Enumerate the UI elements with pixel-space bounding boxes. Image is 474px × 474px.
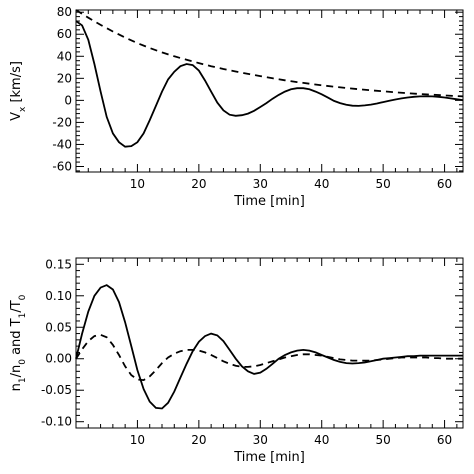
- y-tick-label: 0.15: [45, 257, 72, 271]
- x-tick-label: 30: [253, 177, 268, 191]
- series-line-dashed: [75, 9, 464, 98]
- x-tick-label: 20: [191, 177, 206, 191]
- x-tick-label: 30: [253, 433, 268, 447]
- plot-frame: [75, 9, 464, 173]
- y-tick-label: 60: [57, 27, 72, 41]
- y-axis-label: Vx [km/s]: [9, 61, 28, 121]
- x-tick-label: 10: [130, 433, 145, 447]
- y-tick-label: -0.10: [41, 415, 72, 429]
- x-axis-label: Time [min]: [233, 194, 305, 209]
- series-line-solid: [75, 284, 463, 410]
- y-tick-label: -60: [52, 159, 72, 173]
- y-tick-label: -20: [52, 115, 72, 129]
- y-tick-label: 0.00: [45, 352, 72, 366]
- x-tick-label: 40: [314, 177, 329, 191]
- chart-panel-2: 10 20 30 40 50 60 -0.10 -0.05 0.00 0.05 0.10 0.15 Ti…: [9, 257, 464, 465]
- y-axis-label: n1/n0 and T1/T0: [9, 294, 28, 391]
- y-tick-label: -0.05: [41, 383, 72, 397]
- y-tick-label: 20: [57, 71, 72, 85]
- series-line-solid: [75, 20, 464, 148]
- x-tick-label: 20: [191, 433, 206, 447]
- x-tick-label: 10: [130, 177, 145, 191]
- plot-frame: [75, 257, 464, 429]
- x-tick-label: 40: [314, 433, 329, 447]
- y-tick-label: -40: [52, 137, 72, 151]
- x-tick-label: 60: [437, 177, 452, 191]
- x-tick-label: 50: [376, 177, 391, 191]
- y-tick-label: 80: [57, 5, 72, 19]
- y-tick-label: 40: [57, 49, 72, 63]
- chart-panel-1: 10 20 30 40 50 60 -60 -40 -20 0 20 40 60 80 Time [min]…: [9, 5, 464, 209]
- series-line-dashed: [75, 333, 463, 382]
- x-tick-label: 60: [437, 433, 452, 447]
- y-tick-label: 0.10: [45, 289, 72, 303]
- x-tick-label: 50: [376, 433, 391, 447]
- y-tick-label: 0: [64, 93, 72, 107]
- x-axis-label: Time [min]: [233, 450, 305, 465]
- y-tick-label: 0.05: [45, 320, 72, 334]
